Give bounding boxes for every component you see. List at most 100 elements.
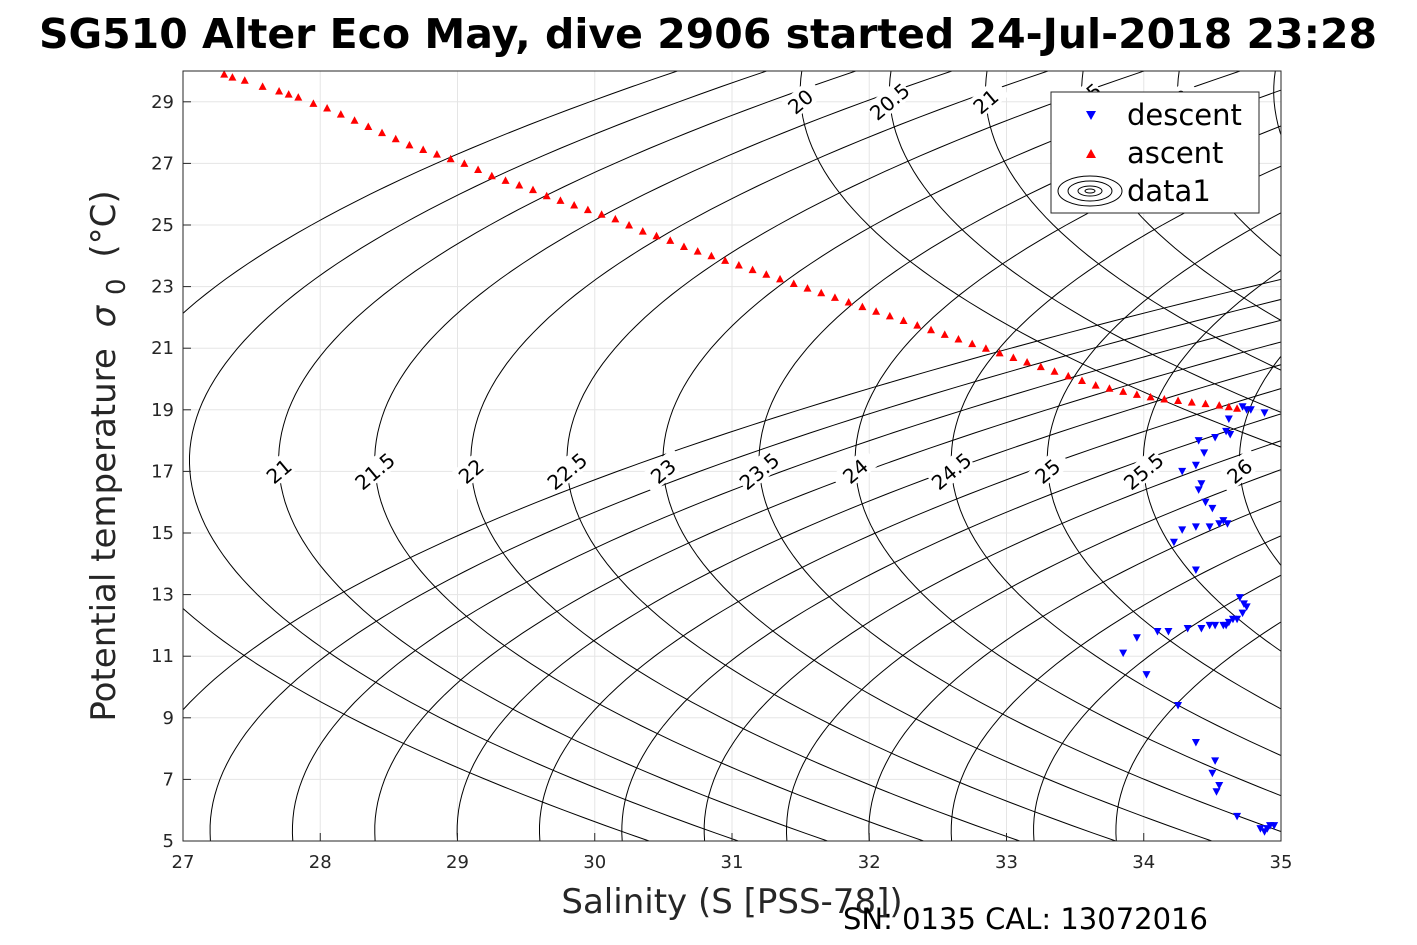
ascent-point <box>748 265 757 274</box>
descent-point <box>1224 415 1233 424</box>
descent-point <box>1132 634 1141 642</box>
descent-point <box>1256 825 1265 833</box>
descent-point <box>1223 520 1232 528</box>
ascent-point <box>638 227 647 235</box>
legend-descent-marker <box>1086 111 1096 120</box>
legend-box <box>1050 91 1260 214</box>
ascent-point <box>1036 362 1045 371</box>
ascent-point <box>1201 399 1210 408</box>
contour-line <box>785 469 1281 841</box>
y-tick-label: 29 <box>151 92 174 113</box>
x-axis-ticks: 27 28 29 30 31 32 33 34 35 <box>172 833 1293 873</box>
y-axis-label: Potential temperature σ 0 (°C) <box>84 190 134 721</box>
descent-point <box>1212 788 1221 796</box>
descent-point <box>1242 406 1251 414</box>
ascent-point <box>927 325 936 334</box>
descent-point <box>1191 566 1200 574</box>
ascent-point <box>309 99 318 107</box>
descent-point <box>1228 615 1237 624</box>
ascent-point <box>391 134 400 143</box>
contour-label-bg <box>1215 448 1264 494</box>
ascent-point <box>611 214 620 223</box>
contour-label-bg <box>350 448 399 494</box>
y-axis-ticks: 5 7 9 11 13 15 17 19 21 23 25 27 29 <box>151 92 191 852</box>
descent-point <box>1215 782 1224 790</box>
ascent-point <box>830 293 839 301</box>
ascent-point <box>1009 353 1018 361</box>
ascent-point <box>803 284 812 292</box>
contour-line <box>1033 574 1281 841</box>
descent-point <box>1260 409 1269 417</box>
x-tick-label: 28 <box>309 852 332 873</box>
ascent-point <box>364 122 373 130</box>
ascent-point <box>1224 402 1233 411</box>
x-tick-label: 27 <box>172 852 195 873</box>
descent-point <box>1174 701 1183 710</box>
contour-line <box>799 71 1281 448</box>
ascent-point <box>1215 401 1224 409</box>
ascent-point <box>378 128 387 137</box>
x-tick-label: 34 <box>1132 852 1155 873</box>
contour-label-bg <box>734 448 783 494</box>
contour-line <box>950 535 1281 841</box>
y-tick-label: 7 <box>163 769 174 790</box>
ascent-point <box>350 116 359 124</box>
ascent-point <box>885 311 894 320</box>
ascent-point <box>432 150 441 158</box>
descent-point <box>1211 621 1220 630</box>
descent-point <box>1194 486 1203 494</box>
ascent-point <box>762 270 771 278</box>
contour-line <box>888 71 1281 413</box>
y-tick-label: 25 <box>151 215 174 236</box>
contour-label-bg <box>865 78 914 124</box>
footer-serial-calibration: SN: 0135 CAL: 13072016 <box>843 902 1208 936</box>
contour-line <box>183 278 1281 711</box>
descent-point <box>1205 621 1214 630</box>
ascent-point <box>625 221 634 229</box>
y-tick-label: 19 <box>151 400 174 421</box>
ascent-point <box>1132 390 1141 398</box>
ascent-point <box>844 298 853 306</box>
ascent-point <box>1091 381 1100 389</box>
contour-label-bg <box>1023 448 1071 494</box>
x-tick-label: 35 <box>1270 852 1293 873</box>
legend-descent-label: descent <box>1127 98 1242 132</box>
y-tick-label: 27 <box>151 153 174 174</box>
ascent-point <box>1146 392 1155 401</box>
contour-line <box>984 71 1281 371</box>
chart-title: SG510 Alter Eco May, dive 2906 started 2… <box>39 10 1377 58</box>
descent-point <box>1169 538 1178 547</box>
descent-point <box>1153 628 1162 636</box>
descent-point <box>1238 403 1247 411</box>
legend-contour-marker <box>1057 175 1123 207</box>
descent-point <box>1235 594 1244 602</box>
ascent-point <box>240 76 249 84</box>
contour-label-bg <box>542 448 591 494</box>
ascent-series <box>220 70 1242 412</box>
descent-point <box>1164 628 1173 636</box>
ascent-point <box>258 82 267 90</box>
descent-point <box>1219 621 1228 630</box>
ascent-point <box>460 159 469 167</box>
y-tick-label: 21 <box>151 338 174 359</box>
descent-series <box>1119 403 1279 836</box>
ascent-point <box>995 348 1004 357</box>
contour-label-bg <box>927 448 975 494</box>
ascent-point <box>556 196 565 204</box>
descent-point <box>1197 624 1206 633</box>
y-tick-label: 17 <box>151 461 174 482</box>
ascent-point <box>284 90 293 98</box>
contour-label-bg <box>638 448 687 494</box>
contour-label-bg <box>1119 448 1168 494</box>
descent-point <box>1178 526 1187 534</box>
contour-label-bg <box>776 78 824 124</box>
ascent-point <box>542 191 551 200</box>
ascent-point <box>913 321 922 329</box>
ascent-point <box>693 247 702 255</box>
ascent-point <box>1050 367 1059 375</box>
svg-text:Potential temperature σ: Potential temperature σ 0 (°C) <box>84 190 134 721</box>
x-tick-label: 29 <box>446 852 469 873</box>
legend-ascent-label: ascent <box>1127 136 1223 170</box>
y-axis-label-unit: (°C) <box>84 190 124 257</box>
